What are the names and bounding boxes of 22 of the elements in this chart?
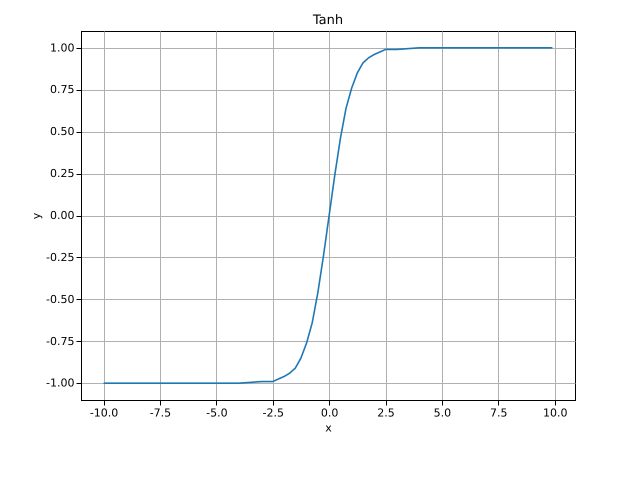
- x-tick-label: 5.0: [434, 406, 452, 420]
- y-tick-label: -0.50: [46, 292, 74, 306]
- x-tick-label: -7.5: [150, 406, 172, 420]
- y-tick-label: 0.00: [50, 209, 74, 222]
- x-tick-label: 10.0: [542, 406, 568, 420]
- y-tick-label: 0.25: [50, 167, 74, 180]
- y-tick-label: 1.00: [50, 41, 74, 54]
- x-tick-label: 0.0: [320, 406, 338, 420]
- x-axis-title: x: [325, 422, 332, 434]
- x-tick-label: -10.0: [90, 406, 118, 420]
- y-axis-title: y: [30, 212, 44, 220]
- y-tick-label: 0.75: [50, 83, 74, 96]
- y-tick-label: -0.75: [46, 334, 74, 348]
- line-series: [102, 46, 554, 384]
- y-tick-label: -1.00: [46, 376, 74, 390]
- x-tick-label: -5.0: [206, 406, 228, 420]
- chart-title: Tanh: [312, 13, 344, 28]
- y-tick-label: 0.50: [50, 125, 74, 138]
- y-tick-label: -0.25: [46, 250, 74, 264]
- x-tick-label: -2.5: [262, 406, 284, 420]
- x-tick-label: 7.5: [490, 406, 508, 420]
- x-tick-label: 2.5: [377, 406, 395, 420]
